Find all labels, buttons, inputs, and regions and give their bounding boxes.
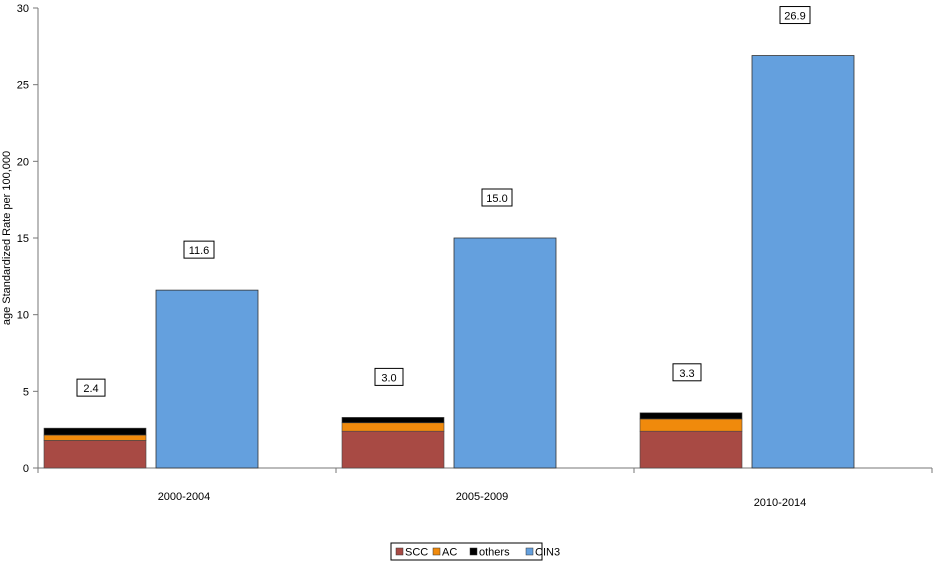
y-tick-label: 25: [17, 80, 29, 92]
bar-scc-2005-2009: [341, 430, 445, 469]
y-tick-label: 15: [17, 233, 29, 245]
bar-cin3-2005-2009: [453, 237, 557, 469]
legend-label-others: others: [479, 547, 510, 559]
bar-ac-2005-2009: [341, 422, 445, 432]
bar-ac-2010-2014: [639, 418, 743, 432]
stack-total-box: [374, 367, 404, 386]
legend-swatch-others: [469, 547, 478, 556]
stack-total-box: [672, 363, 702, 382]
y-tick-label: 20: [17, 156, 29, 168]
bar-others-2010-2014: [639, 412, 743, 420]
y-tick-label: 30: [17, 3, 29, 15]
legend-label-cin3: CIN3: [535, 547, 560, 559]
cin3-value-label: 15.0: [486, 193, 507, 205]
stack-total-label: 3.0: [381, 372, 396, 384]
x-category-label: 2010-2014: [754, 497, 807, 509]
y-tick-label: 10: [17, 310, 29, 322]
stack-total-box: [76, 378, 106, 397]
legend-box: [390, 542, 543, 561]
bar-scc-2000-2004: [43, 440, 147, 469]
y-axis-title: age Standardized Rate per 100,000: [1, 151, 13, 325]
legend-swatch-scc: [395, 547, 404, 556]
legend-swatch-ac: [432, 547, 441, 556]
bar-cin3-2010-2014: [751, 55, 855, 469]
legend: SCC AC others CIN3: [390, 542, 560, 561]
y-tick-label: 5: [23, 386, 29, 398]
bar-scc-2010-2014: [639, 430, 743, 469]
cin3-value-box: [779, 6, 811, 25]
bars: [43, 55, 855, 469]
data-labels: 2.4 11.6 3.0 15.0 3.3 26.9: [76, 6, 811, 397]
legend-label-ac: AC: [442, 547, 457, 559]
x-category-label: 2000-2004: [158, 491, 211, 503]
y-tick-label: 0: [23, 463, 29, 475]
x-category-label: 2005-2009: [456, 491, 509, 503]
legend-label-scc: SCC: [405, 547, 428, 559]
cin3-value-label: 26.9: [784, 11, 805, 23]
cin3-value-box: [183, 240, 215, 259]
bar-others-2005-2009: [341, 417, 445, 424]
bar-others-2000-2004: [43, 427, 147, 436]
bar-cin3-2000-2004: [155, 289, 259, 469]
cin3-value-label: 11.6: [189, 245, 210, 257]
legend-swatch-cin3: [525, 547, 534, 556]
bar-ac-2000-2004: [43, 434, 147, 441]
cin3-value-box: [481, 188, 513, 207]
stack-total-label: 2.4: [83, 383, 98, 395]
stack-total-label: 3.3: [679, 368, 694, 380]
